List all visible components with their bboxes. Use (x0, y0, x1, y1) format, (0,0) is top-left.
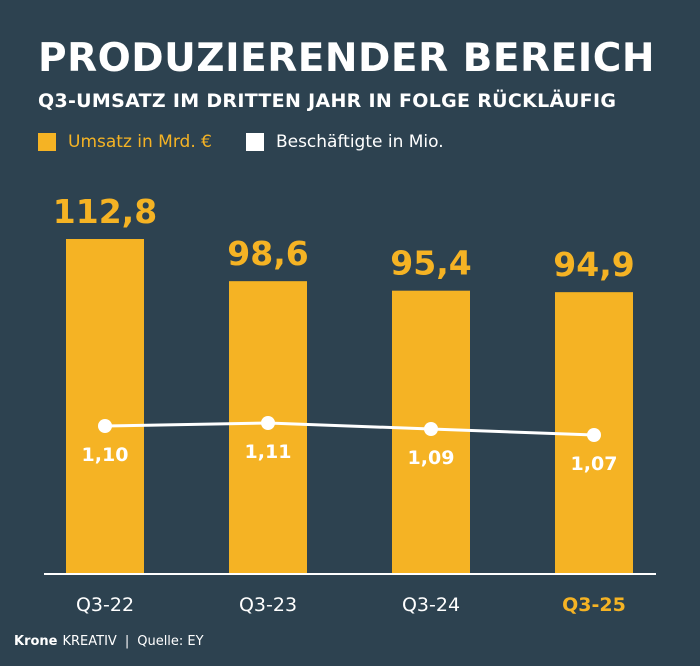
legend-label-beschaeftigte: Beschäftigte in Mio. (275, 132, 444, 152)
x-tick-label: Q3-24 (402, 594, 460, 616)
legend-item-umsatz: Umsatz in Mrd. € (38, 132, 212, 152)
x-tick-label: Q3-25 (562, 594, 626, 616)
point-value-label: 1,11 (245, 441, 292, 463)
chart-title: PRODUZIERENDER BEREICH (38, 36, 655, 81)
chart-subtitle: Q3-UMSATZ IM DRITTEN JAHR IN FOLGE RÜCKL… (38, 90, 617, 112)
legend-swatch-beschaeftigte (245, 133, 264, 151)
bar-umsatz-q3-22 (66, 239, 144, 574)
legend-label-umsatz: Umsatz in Mrd. € (68, 132, 212, 152)
x-tick-label: Q3-22 (76, 594, 134, 616)
legend-swatch-umsatz (38, 133, 56, 151)
bar-value-label: 94,9 (553, 245, 634, 284)
footer-brand-suffix: KREATIV (62, 634, 117, 649)
point-beschaeftigte (587, 428, 601, 442)
line-beschaeftigte (104, 421, 595, 437)
x-tick-label: Q3-23 (239, 594, 297, 616)
point-value-label: 1,09 (408, 447, 455, 469)
point-value-label: 1,07 (571, 453, 618, 475)
point-beschaeftigte (261, 416, 275, 430)
point-beschaeftigte (98, 419, 112, 433)
bar-value-label: 98,6 (227, 234, 308, 273)
legend-item-beschaeftigte: Beschäftigte in Mio. (245, 132, 444, 152)
footer-brand: Krone (14, 634, 58, 649)
legend: Umsatz in Mrd. € Beschäftigte in Mio. (38, 132, 478, 152)
footer-source: Quelle: EY (137, 634, 204, 649)
bar-value-label: 95,4 (390, 244, 471, 283)
bar-value-label: 112,8 (53, 192, 157, 231)
chart-area: 112,8 98,6 95,4 94,9 1,10 1,11 1,09 1,07 Q3-22 Q3… (44, 192, 656, 616)
footer: Krone KREATIV | Quelle: EY (14, 634, 204, 649)
footer-separator: | (124, 634, 130, 649)
point-value-label: 1,10 (82, 444, 129, 466)
point-beschaeftigte (424, 422, 438, 436)
